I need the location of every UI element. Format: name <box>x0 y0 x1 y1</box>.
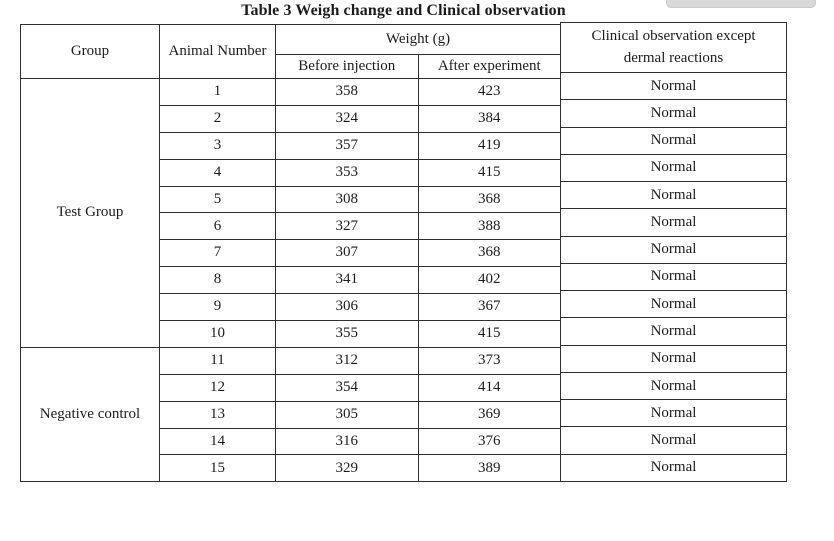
animal-number-cell: 1 <box>159 78 276 106</box>
weight-after-cell: 373 <box>417 346 561 375</box>
weight-after-cell: 369 <box>417 400 561 429</box>
clinical-observation-cell: Normal <box>561 318 786 346</box>
main-table: Group Animal Number Weight (g) Before in… <box>20 24 561 483</box>
weight-before-cell: 358 <box>275 78 419 106</box>
clinical-observation-cell: Normal <box>561 128 786 155</box>
weight-before-cell: 353 <box>275 158 419 187</box>
scrollbar-thumb[interactable] <box>666 0 816 8</box>
weight-after-cell: 389 <box>417 454 561 483</box>
header-after-experiment: After experiment <box>417 54 561 79</box>
table-row: 9 306 367 <box>21 293 561 322</box>
weight-after-cell: 415 <box>417 158 561 187</box>
weight-after-cell: 384 <box>417 104 561 133</box>
weight-after-cell: 415 <box>417 320 561 348</box>
weight-before-cell: 327 <box>275 212 419 241</box>
clinical-observation-rows: Normal Normal Normal Normal Normal Normal Norm… <box>561 73 786 481</box>
header-clinical-observation: Clinical observation except dermal react… <box>561 23 786 73</box>
clinical-observation-column: Clinical observation except dermal react… <box>560 22 787 482</box>
animal-number-cell: 9 <box>159 293 276 322</box>
table-row: 15 329 389 <box>21 454 561 483</box>
animal-number-cell: 8 <box>159 266 276 295</box>
clinical-observation-cell: Normal <box>561 264 786 292</box>
weight-after-cell: 368 <box>417 239 561 268</box>
weight-after-cell: 419 <box>417 131 561 160</box>
weight-before-cell: 354 <box>275 373 419 402</box>
animal-number-cell: 14 <box>159 427 276 456</box>
table-row: 14 316 376 <box>21 427 561 456</box>
clinical-observation-cell: Normal <box>561 400 786 428</box>
weight-before-cell: 355 <box>275 320 419 348</box>
table-row: 13 305 369 <box>21 400 561 429</box>
table-title: Table 3 Weigh change and Clinical observ… <box>241 2 566 19</box>
header-group: Group <box>20 24 160 79</box>
clinical-observation-cell: Normal <box>561 73 786 101</box>
clinical-observation-cell: Normal <box>561 237 786 264</box>
group-label: Negative control <box>20 346 160 483</box>
clinical-observation-cell: Normal <box>561 346 786 373</box>
table-header: Group Animal Number Weight (g) Before in… <box>20 24 561 79</box>
table-row: 12 354 414 <box>21 373 561 402</box>
weight-after-cell: 367 <box>417 293 561 322</box>
table-row: 8 341 402 <box>21 266 561 295</box>
animal-number-cell: 15 <box>159 454 276 483</box>
weight-after-cell: 368 <box>417 185 561 214</box>
clinical-observation-cell: Normal <box>561 100 786 128</box>
clinical-observation-cell: Normal <box>561 427 786 455</box>
weight-before-cell: 341 <box>275 266 419 295</box>
animal-number-cell: 6 <box>159 212 276 241</box>
weight-before-cell: 329 <box>275 454 419 483</box>
header-animal-number: Animal Number <box>159 24 276 79</box>
table-row: 6 327 388 <box>21 212 561 241</box>
weight-before-cell: 316 <box>275 427 419 456</box>
table-row: 5 308 368 <box>21 185 561 214</box>
animal-number-cell: 10 <box>159 320 276 348</box>
table-body: Test Group 1 358 423 2 324 384 3 357 419 4 353 415 5 3… <box>20 78 561 483</box>
clinical-observation-cell: Normal <box>650 459 697 476</box>
animal-number-cell: 2 <box>159 104 276 133</box>
weight-after-cell: 388 <box>417 212 561 241</box>
animal-number-cell: 13 <box>159 400 276 429</box>
animal-number-cell: 12 <box>159 373 276 402</box>
weight-before-cell: 312 <box>275 346 419 375</box>
weight-before-cell: 308 <box>275 185 419 214</box>
weight-after-cell: 414 <box>417 373 561 402</box>
table-row: Test Group 1 358 423 <box>20 78 561 348</box>
table-row: Negative control 11 312 373 <box>20 346 561 483</box>
weight-after-cell: 402 <box>417 266 561 295</box>
weight-before-cell: 357 <box>275 131 419 160</box>
weight-before-cell: 324 <box>275 104 419 133</box>
weight-before-cell: 307 <box>275 239 419 268</box>
animal-number-cell: 5 <box>159 185 276 214</box>
animal-number-cell: 11 <box>159 346 276 375</box>
weight-change-table: Group Animal Number Weight (g) Before in… <box>20 22 787 483</box>
clinical-observation-cell: Normal <box>561 209 786 237</box>
weight-after-cell: 423 <box>417 78 561 106</box>
group-label: Test Group <box>20 78 160 348</box>
table-row: 10 355 415 <box>21 320 561 348</box>
clinical-observation-cell: Normal <box>561 291 786 319</box>
weight-before-cell: 305 <box>275 400 419 429</box>
clinical-observation-cell: Normal <box>561 182 786 210</box>
weight-before-cell: 306 <box>275 293 419 322</box>
header-weight: Weight (g) <box>275 24 561 55</box>
table-row: 4 353 415 <box>21 158 561 187</box>
table-row: 3 357 419 <box>21 131 561 160</box>
weight-after-cell: 376 <box>417 427 561 456</box>
animal-number-cell: 7 <box>159 239 276 268</box>
table-row: 7 307 368 <box>21 239 561 268</box>
header-before-injection: Before injection <box>275 54 419 79</box>
animal-number-cell: 4 <box>159 158 276 187</box>
clinical-observation-cell: Normal <box>561 373 786 401</box>
clinical-observation-cell: Normal <box>561 155 786 183</box>
animal-number-cell: 3 <box>159 131 276 160</box>
